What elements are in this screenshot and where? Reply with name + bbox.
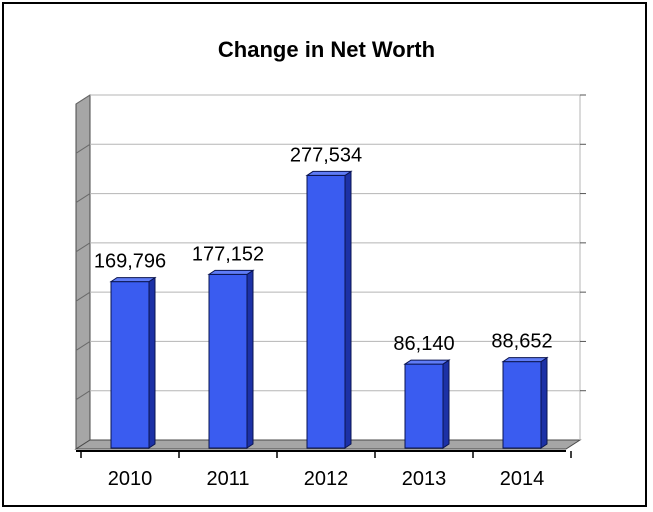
chart-title: Change in Net Worth bbox=[217, 37, 436, 62]
left-wall bbox=[75, 94, 91, 450]
bar bbox=[306, 174, 346, 449]
gridline-wall bbox=[75, 242, 91, 253]
bar-top bbox=[109, 277, 157, 283]
data-label: 88,652 bbox=[491, 331, 552, 353]
data-label: 169,796 bbox=[94, 251, 166, 273]
bar bbox=[208, 273, 248, 449]
x-tick-label: 2012 bbox=[304, 468, 349, 490]
bar bbox=[502, 361, 542, 449]
gridline-wall bbox=[75, 94, 91, 105]
data-labels: 169,796 177,152 277,534 86,140 88,652 bbox=[94, 144, 553, 355]
bar-side bbox=[540, 356, 548, 449]
data-label: 177,152 bbox=[192, 243, 264, 265]
gridline-wall bbox=[75, 143, 91, 154]
x-tick-label: 2010 bbox=[108, 468, 153, 490]
bar bbox=[110, 281, 150, 449]
x-tick-label: 2011 bbox=[206, 468, 249, 490]
data-label: 277,534 bbox=[290, 144, 362, 166]
x-tick-label: 2014 bbox=[500, 468, 545, 490]
bars bbox=[109, 170, 549, 449]
x-tick-label: 2013 bbox=[402, 468, 447, 490]
bar-top bbox=[207, 269, 255, 275]
gridline-wall bbox=[75, 193, 91, 203]
bar-top bbox=[403, 359, 451, 365]
bar-side bbox=[344, 170, 352, 449]
bar-side bbox=[442, 359, 450, 449]
bar-side bbox=[148, 276, 156, 449]
gridline-wall bbox=[75, 341, 91, 351]
data-label: 86,140 bbox=[393, 333, 454, 355]
bar-side bbox=[246, 269, 254, 449]
gridline-wall bbox=[75, 291, 91, 302]
gridline-wall bbox=[75, 390, 91, 401]
bar bbox=[404, 363, 444, 449]
x-axis: 2010 2011 2012 2013 2014 bbox=[76, 450, 572, 490]
bar-top bbox=[305, 170, 353, 176]
bar-top bbox=[501, 357, 549, 363]
